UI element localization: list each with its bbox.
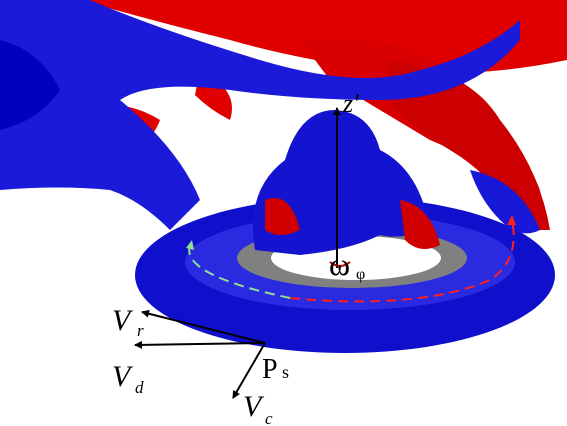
render bbox=[0, 0, 567, 353]
omega-subscript: φ bbox=[356, 266, 365, 283]
omega-label: ω bbox=[329, 246, 350, 282]
vr-label: V bbox=[112, 304, 134, 337]
z-axis-label: z' bbox=[342, 89, 359, 118]
ps-label: P bbox=[262, 354, 278, 385]
ps-subscript: s bbox=[282, 362, 289, 382]
vr-subscript: r bbox=[137, 321, 144, 340]
vd-label: V bbox=[112, 360, 134, 393]
vd-subscript: d bbox=[135, 378, 144, 397]
figure: z' ω φ V r V d P s V c bbox=[0, 0, 567, 426]
vc-subscript: c bbox=[265, 409, 273, 426]
vc-label: V bbox=[243, 390, 265, 423]
